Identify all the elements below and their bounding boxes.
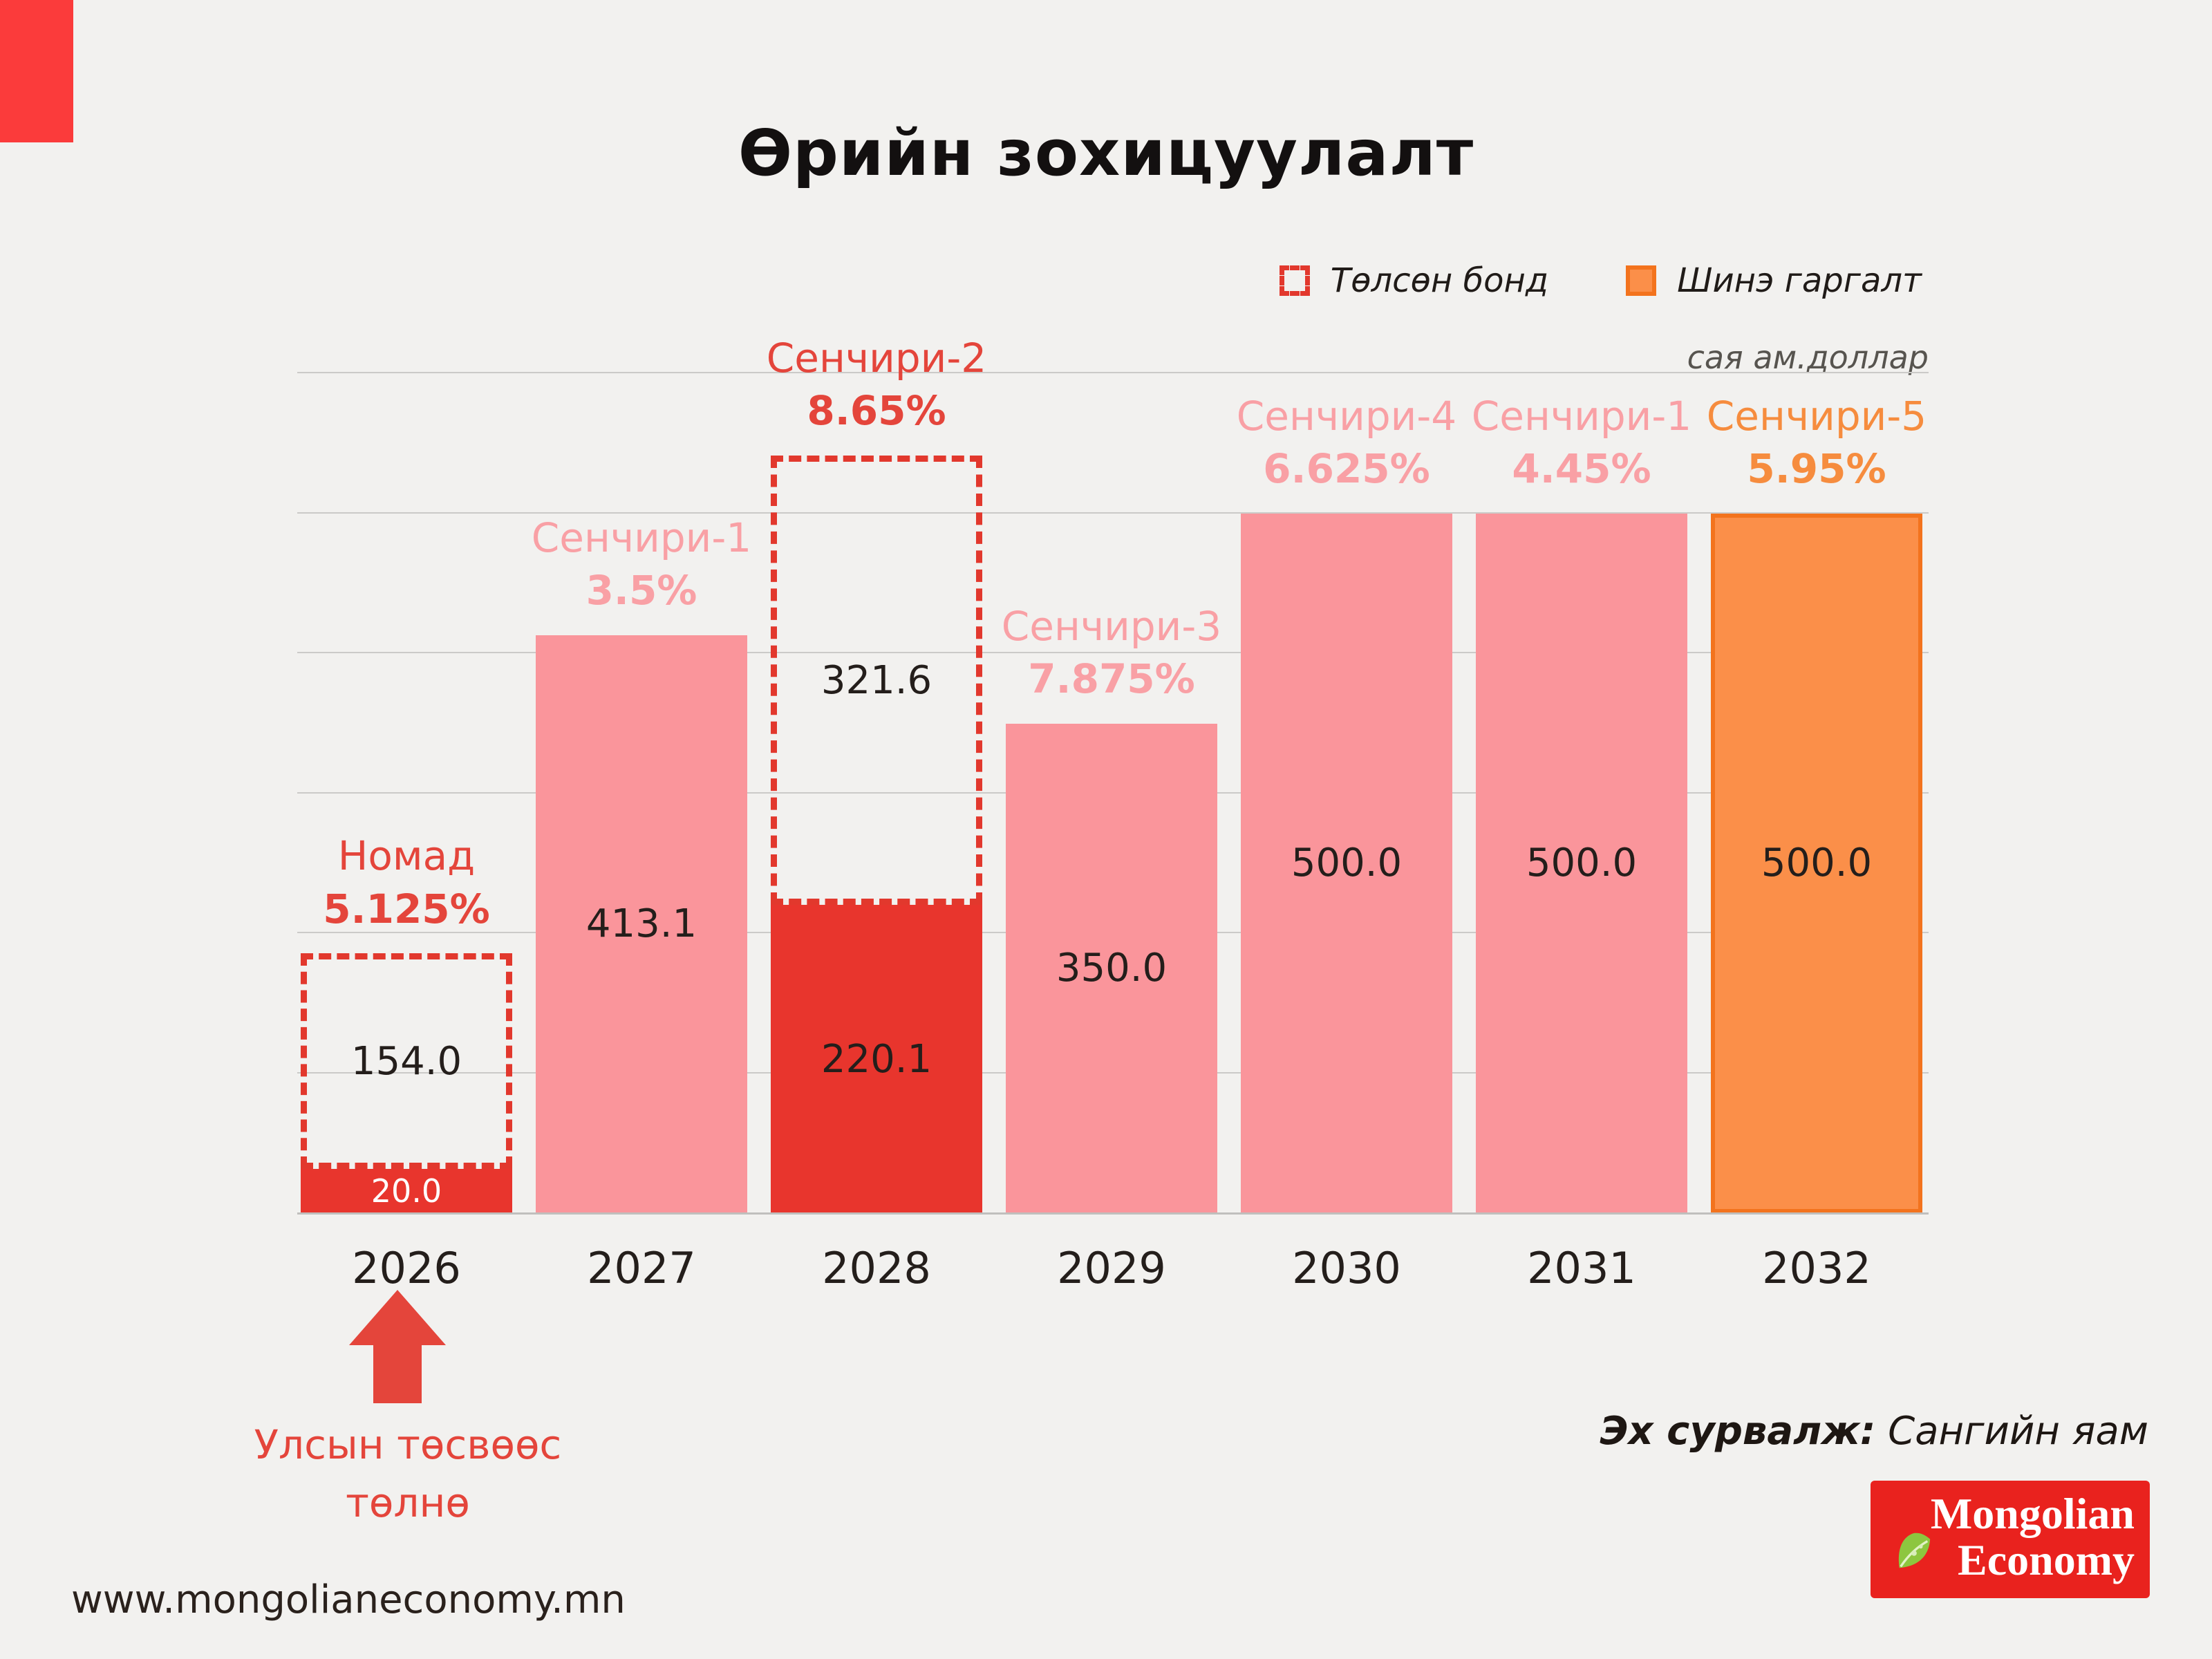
bond-name-label: Сенчири-1 — [1471, 392, 1692, 440]
legend: Төлсөн бонд Шинэ гаргалт — [1279, 261, 1922, 300]
up-arrow-stem — [373, 1344, 422, 1403]
grid-line-400 — [297, 652, 1929, 654]
x-axis-label-2032: 2032 — [1762, 1243, 1871, 1293]
grid-line-500 — [297, 512, 1929, 514]
bar-segment-2032-orange: 500.0 — [1711, 513, 1922, 1213]
bar-value-label: 154.0 — [350, 1038, 462, 1084]
bar-segment-2030-pink: 500.0 — [1241, 513, 1452, 1213]
bar-top-label-2031: Сенчири-1 4.45% — [1461, 391, 1703, 494]
unit-label: сая ам.доллар — [1687, 339, 1929, 376]
bar-top-label-2027: Сенчири-1 3.5% — [521, 513, 762, 616]
bond-rate-label: 3.5% — [585, 567, 697, 615]
bar-top-label-2028: Сенчири-2 8.65% — [756, 333, 997, 436]
legend-label: Төлсөн бонд — [1330, 261, 1549, 300]
bar-value-label: 500.0 — [1526, 841, 1638, 886]
bar-segment-2027-pink: 413.1 — [536, 635, 747, 1213]
paid-bond-swatch-icon — [1279, 265, 1310, 296]
bond-rate-label: 4.45% — [1512, 445, 1651, 493]
bond-rate-label: 5.125% — [323, 885, 490, 932]
x-axis-label-2030: 2030 — [1292, 1243, 1401, 1293]
chart-title: Өрийн зохицуулалт — [738, 116, 1474, 190]
bar-segment-2029-pink: 350.0 — [1006, 723, 1217, 1213]
budget-payment-note-line1: Улсын төсвөөс — [254, 1421, 562, 1468]
x-axis-baseline — [297, 1212, 1929, 1215]
legend-item-new-issue: Шинэ гаргалт — [1626, 261, 1922, 300]
bar-value-label: 321.6 — [821, 657, 932, 703]
source-note: Эх сурвалж: Сангийн яам — [1600, 1409, 2148, 1454]
bar-segment-2031-pink: 500.0 — [1476, 513, 1687, 1213]
bond-rate-label: 6.625% — [1263, 445, 1430, 493]
bar-value-label: 500.0 — [1291, 841, 1403, 886]
bar-top-label-2029: Сенчири-3 7.875% — [991, 601, 1232, 704]
bar-top-label-2030: Сенчири-4 6.625% — [1226, 391, 1468, 494]
bond-name-label: Сенчири-2 — [766, 334, 987, 382]
bar-value-label: 413.1 — [585, 901, 697, 947]
x-axis-label-2031: 2031 — [1527, 1243, 1636, 1293]
bar-segment-2028-red: 220.1 — [771, 905, 982, 1213]
legend-label: Шинэ гаргалт — [1677, 261, 1922, 300]
x-axis: 2026 2027 2028 2029 2030 2031 2032 — [297, 1243, 1929, 1298]
mongolian-economy-logo: Mongolian Economy — [1871, 1481, 2150, 1598]
bar-value-label: 20.0 — [371, 1172, 442, 1210]
bond-name-label: Номад — [337, 832, 476, 880]
bar-top-label-2026: Номад 5.125% — [285, 831, 527, 934]
bar-value-label: 220.1 — [821, 1036, 932, 1082]
budget-payment-note-line2: төлнө — [346, 1479, 470, 1527]
corner-accent-block — [0, 0, 73, 142]
grid-line-600 — [297, 372, 1929, 374]
bar-segment-2026-dashed: 154.0 — [301, 953, 512, 1169]
bond-name-label: Сенчири-1 — [531, 514, 752, 561]
bond-name-label: Сенчири-4 — [1236, 392, 1457, 440]
logo-line2: Economy — [1958, 1535, 2135, 1585]
bar-top-label-2032: Сенчири-5 5.95% — [1696, 391, 1938, 494]
bar-value-label: 500.0 — [1761, 841, 1873, 886]
bar-segment-2028-dashed: 321.6 — [771, 455, 982, 906]
budget-payment-note: Улсын төсвөөс төлнө — [228, 1416, 588, 1532]
bond-name-label: Сенчири-3 — [1001, 602, 1222, 650]
x-axis-label-2029: 2029 — [1057, 1243, 1166, 1293]
new-issue-swatch-icon — [1626, 265, 1657, 296]
source-label: Эх сурвалж: — [1600, 1409, 1876, 1454]
bar-segment-2026-red: 20.0 — [301, 1169, 512, 1213]
logo-line1: Mongolian — [1930, 1489, 2135, 1538]
bond-rate-label: 7.875% — [1028, 655, 1195, 703]
bond-rate-label: 5.95% — [1747, 445, 1886, 493]
bar-value-label: 350.0 — [1056, 946, 1168, 991]
plot-area: 20.0 154.0 Номад 5.125% 413.1 Сенчири-1 3.5% 22… — [297, 335, 1929, 1215]
bond-name-label: Сенчири-5 — [1706, 392, 1927, 440]
x-axis-label-2026: 2026 — [352, 1243, 461, 1293]
x-axis-label-2027: 2027 — [587, 1243, 696, 1293]
bond-rate-label: 8.65% — [807, 387, 946, 434]
source-value: Сангийн яам — [1888, 1409, 2148, 1454]
legend-item-paid-bond: Төлсөн бонд — [1279, 261, 1549, 300]
website-url: www.mongolianeconomy.mn — [71, 1577, 626, 1622]
up-arrow-icon — [349, 1290, 446, 1345]
leaf-icon — [1898, 1533, 1931, 1568]
x-axis-label-2028: 2028 — [822, 1243, 931, 1293]
